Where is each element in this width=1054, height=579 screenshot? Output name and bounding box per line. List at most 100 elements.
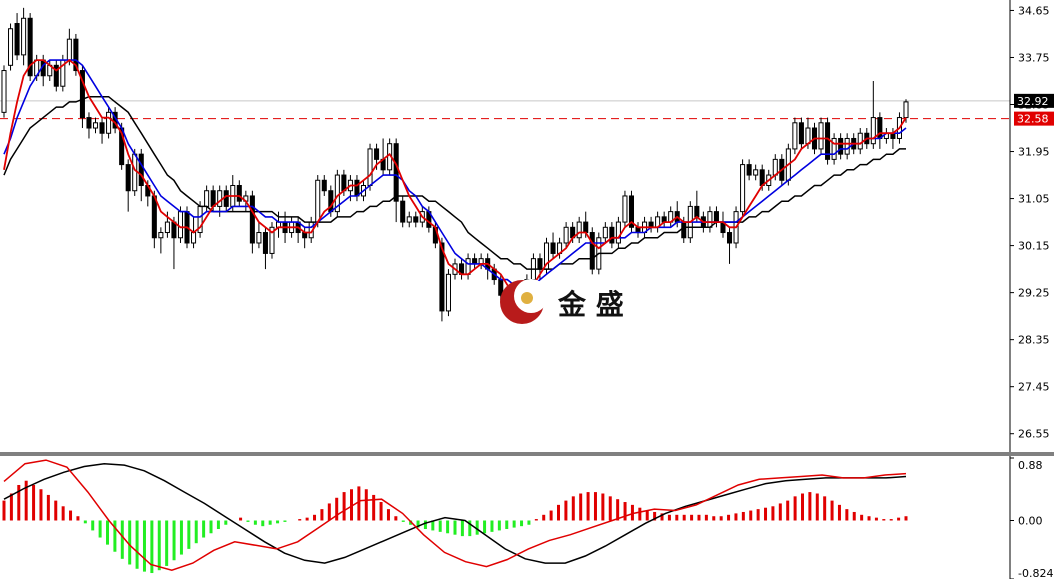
macd-line-red [3, 459, 907, 571]
candle-body [439, 242, 445, 312]
ma-line-red [3, 58, 907, 302]
candle-body [249, 195, 255, 244]
y-tick-label: 31.95 [1018, 146, 1050, 159]
candle-body [321, 179, 327, 192]
candle-body [838, 137, 844, 155]
y-tick-label: 31.05 [1018, 193, 1050, 206]
candle-body [465, 258, 471, 275]
candle-body [713, 211, 719, 223]
candle-body [759, 169, 765, 187]
candle-body [818, 122, 824, 150]
price-tags: 32.92 32.58 [1014, 93, 1054, 126]
candle-body [844, 137, 850, 155]
macd-histogram [2, 480, 908, 574]
macd-tick-label: 0.88 [1018, 459, 1043, 472]
candle-body [223, 190, 229, 207]
candle-body [792, 122, 798, 150]
candle-body [269, 226, 275, 254]
candle-body [537, 258, 543, 270]
price-reference-lines [0, 100, 1010, 120]
candle-body [106, 111, 112, 134]
candle-body [177, 211, 184, 239]
candle-body [256, 232, 262, 244]
y-tick-label: 27.45 [1018, 381, 1050, 394]
macd-signal-lines [3, 459, 907, 571]
candle-body [903, 101, 909, 119]
candle-body [8, 28, 14, 66]
candle-body [622, 195, 628, 223]
candle-body [400, 200, 406, 223]
candle-body [445, 273, 451, 312]
candle-body [315, 179, 321, 223]
candle-body [236, 185, 242, 202]
candle-body [726, 232, 733, 244]
candle-body [210, 190, 216, 207]
y-tick-label: 34.65 [1018, 4, 1050, 17]
panel-separator [0, 452, 1054, 456]
price-chart-area: 金 盛 [0, 7, 1010, 324]
candle-body [86, 117, 92, 129]
candle-body [798, 122, 804, 145]
candle-body [151, 195, 157, 239]
price-y-axis: 34.6533.7532.8531.9531.0530.1529.2528.35… [1010, 4, 1050, 441]
candlestick-series [1, 7, 909, 322]
candle-body [831, 137, 837, 160]
candle-body [772, 158, 778, 176]
candle-body [870, 117, 876, 145]
candle-body [857, 132, 863, 150]
candle-body [413, 216, 419, 223]
candle-body [563, 226, 569, 244]
price-tag-box-0 [1014, 93, 1054, 108]
candle-body [609, 226, 615, 244]
candle-body [217, 190, 223, 207]
candle-body [92, 122, 99, 129]
moving-average-lines [3, 58, 907, 302]
candle-body [583, 221, 589, 234]
candle-body [164, 221, 170, 234]
candle-body [753, 169, 759, 176]
watermark-logo-coin [521, 292, 533, 304]
candle-body [393, 143, 399, 202]
candle-body [73, 38, 79, 72]
candle-body [589, 232, 595, 270]
candle-body [615, 221, 621, 244]
y-tick-label: 33.75 [1018, 51, 1050, 64]
candle-body [602, 226, 608, 239]
watermark-text: 金 盛 [557, 288, 624, 321]
price-tag-label: 32.92 [1017, 95, 1049, 108]
candle-body [740, 164, 746, 213]
y-tick-label: 29.25 [1018, 287, 1050, 300]
candle-body [1, 70, 7, 113]
candle-body [576, 221, 582, 239]
jinsheng-watermark: 金 盛 [500, 279, 624, 324]
candle-body [628, 195, 635, 228]
candle-body [550, 242, 556, 254]
candle-body [132, 153, 138, 192]
candle-body [27, 17, 33, 77]
y-tick-label: 28.35 [1018, 334, 1050, 347]
candle-body [138, 153, 144, 187]
candle-body [681, 221, 687, 239]
candle-body [125, 164, 131, 192]
candle-body [262, 232, 268, 254]
candle-body [406, 216, 412, 223]
candle-body [66, 38, 72, 61]
ma-line-blue [3, 59, 907, 286]
candle-body [746, 164, 752, 176]
macd-line-black [3, 462, 907, 564]
macd-indicator-panel: 0.88 0.00 -0.824 [2, 457, 1053, 579]
macd-tick-label: -0.824 [1018, 567, 1053, 579]
candle-body [191, 232, 197, 244]
candle-body [367, 148, 373, 187]
candle-body [354, 179, 360, 197]
candle-body [374, 148, 380, 160]
candle-body [204, 190, 210, 207]
y-tick-label: 26.55 [1018, 428, 1050, 441]
price-tag-label: 32.58 [1017, 113, 1049, 126]
candle-body [171, 221, 177, 239]
candle-body [694, 205, 700, 218]
ma-line-black [3, 95, 906, 270]
candle-body [707, 211, 713, 228]
candle-body [805, 127, 811, 145]
